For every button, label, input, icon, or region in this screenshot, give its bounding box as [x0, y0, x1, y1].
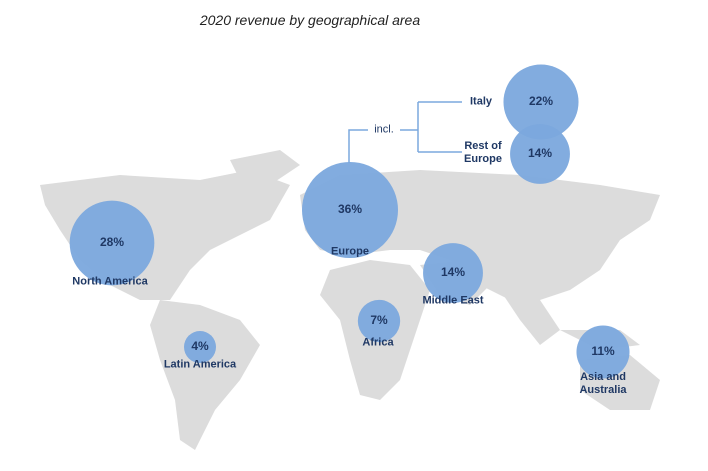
bubble-value: 4%	[191, 339, 209, 353]
region-label: North America	[72, 275, 148, 288]
bubble-value: 11%	[591, 344, 615, 358]
region-label: Asia and Australia	[579, 371, 627, 396]
region-label: Middle East	[422, 294, 484, 307]
bubble	[184, 331, 216, 363]
bubble-value: 14%	[441, 265, 465, 279]
bubble	[69, 200, 155, 286]
bubble	[302, 162, 398, 258]
bubble	[357, 299, 401, 343]
chart-title: 2020 revenue by geographical area	[199, 12, 421, 28]
bubble-value: 22%	[529, 94, 553, 108]
region-label: Africa	[362, 336, 394, 349]
breakdown-note: incl.	[374, 123, 394, 136]
bubble-value: 7%	[370, 313, 388, 327]
bubble	[510, 124, 570, 184]
bubble	[503, 64, 579, 140]
bubble-value: 28%	[100, 235, 124, 249]
bubble	[576, 325, 630, 379]
region-label: Latin America	[163, 358, 237, 371]
breakdown-label: Italy	[469, 95, 493, 108]
bubble-value: 14%	[528, 146, 552, 160]
bubble-value: 36%	[338, 202, 362, 216]
breakdown-label: Rest of Europe	[464, 140, 502, 165]
connectors	[348, 101, 462, 163]
region-label: Europe	[331, 245, 369, 258]
bubble	[423, 243, 483, 303]
